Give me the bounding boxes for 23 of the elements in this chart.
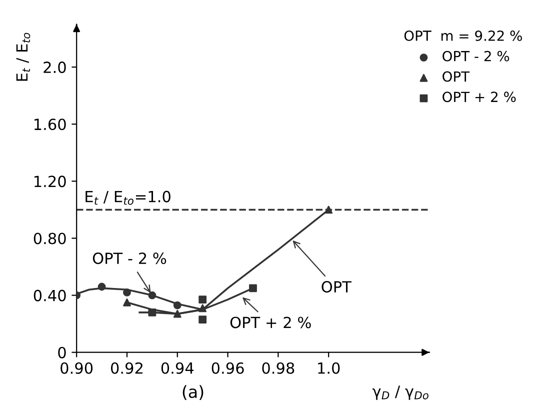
legend-label: OPT - 2 % <box>442 50 510 62</box>
ref-line-label: E$_{t}$ / E$_{to}$=1.0 <box>86 190 170 205</box>
legend-title: OPT m = 9.22 % <box>404 30 522 41</box>
y-tick-label: 1.60 <box>34 118 66 130</box>
x-tick-label: 0.98 <box>262 362 294 374</box>
y-axis-title: E$_{t}$ / E$_{to}$ <box>16 32 30 81</box>
x-tick-label: 0.96 <box>212 362 244 374</box>
text: (a) <box>182 385 204 400</box>
annotation: OPT + 2 % <box>230 316 311 328</box>
x-axis-title: γ$_{D}$ / γ$_{Do}$ <box>372 386 428 400</box>
y-tick-label: 1.20 <box>34 176 66 188</box>
y-tick-label: 0.80 <box>34 232 66 244</box>
x-tick-label: 0.92 <box>110 362 142 374</box>
legend-label: OPT + 2 % <box>442 92 516 102</box>
annotation: OPT <box>322 281 352 293</box>
x-tick-label: 0.90 <box>60 362 93 374</box>
y-tick-label: 2.0 <box>44 62 66 74</box>
y-tick-label: 0 <box>58 346 66 358</box>
x-tick-label: 0.94 <box>161 362 194 374</box>
x-tick-label: 1.0 <box>318 362 340 374</box>
annotation: OPT - 2 % <box>92 252 166 264</box>
legend-label: OPT <box>442 71 470 82</box>
y-tick-label: 0.40 <box>34 290 66 302</box>
